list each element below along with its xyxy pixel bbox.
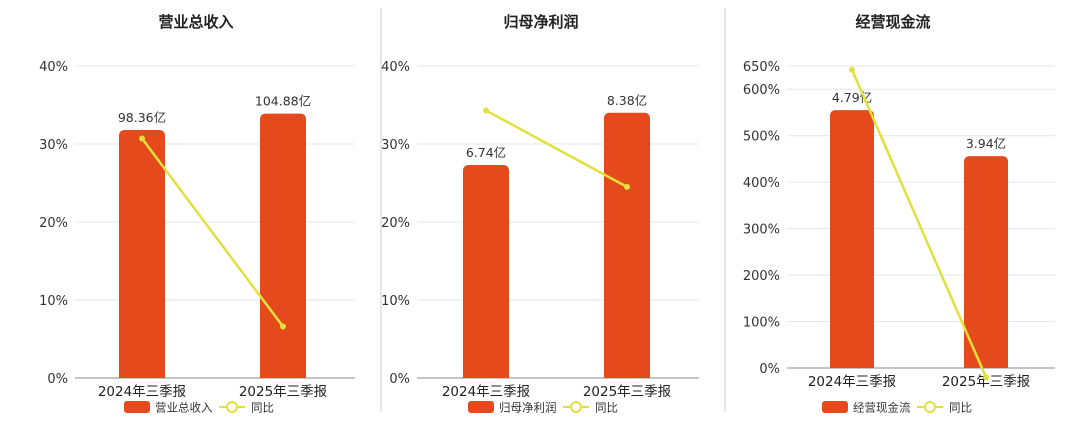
y-tick-label: 30% (39, 138, 68, 153)
yoy-point (849, 66, 855, 73)
legend-label-bar: 归母净利润 (499, 401, 557, 415)
x-tick-label: 2025年三季报 (583, 384, 671, 400)
legend-label-bar: 经营现金流 (853, 401, 911, 415)
x-tick-label: 2025年三季报 (239, 384, 327, 400)
y-tick-label: 100% (743, 316, 780, 331)
y-tick-label: 400% (743, 176, 780, 191)
yoy-line (485, 109, 628, 188)
yoy-point (280, 323, 286, 330)
y-tick-label: 200% (743, 269, 780, 284)
y-tick-label: 500% (743, 130, 780, 145)
yoy-point (483, 107, 489, 114)
y-tick-label: 0% (389, 372, 410, 387)
legend-label-line: 同比 (595, 401, 618, 415)
bar (604, 112, 650, 379)
legend-swatch-marker (924, 401, 936, 413)
yoy-line (850, 69, 988, 378)
x-tick-label: 2025年三季报 (942, 374, 1030, 390)
chart-panel-3: 经营现金流0%100%200%300%400%500%600%650%4.79亿… (743, 13, 1055, 415)
chart-panel-1: 营业总收入 0% 10% 20% 30% 40% 98.36亿 104.88亿 2024年三季报… (39, 13, 355, 415)
y-tick-label: 0% (47, 372, 68, 387)
y-tick-label: 20% (381, 216, 410, 231)
y-tick-label: 10% (39, 294, 68, 309)
bar-value-label: 98.36亿 (118, 110, 166, 125)
chart-title: 经营现金流 (855, 13, 930, 31)
x-tick-label: 2024年三季报 (442, 384, 530, 400)
chart-panel-2: 归母净利润 0% 10% 20% 30% 40% 6.74亿 8.38亿 2024年三季报 202… (381, 13, 699, 415)
yoy-point (983, 374, 989, 381)
legend-label-line: 同比 (949, 401, 972, 415)
yoy-line (141, 137, 284, 328)
bar (260, 113, 306, 378)
bar (119, 129, 165, 378)
yoy-point (139, 135, 145, 142)
bar-value-label: 3.94亿 (966, 136, 1006, 151)
y-tick-label: 10% (381, 294, 410, 309)
x-tick-label: 2024年三季报 (98, 384, 186, 400)
y-tick-label: 30% (381, 138, 410, 153)
y-tick-label: 20% (39, 216, 68, 231)
legend-swatch-bar (822, 401, 848, 413)
y-tick-label: 40% (39, 60, 68, 75)
legend-swatch-marker (226, 401, 238, 413)
yoy-point (624, 183, 630, 190)
bar (830, 110, 874, 368)
y-tick-label: 0% (759, 362, 780, 377)
y-tick-label: 650% (743, 60, 780, 75)
chart-title: 归母净利润 (503, 13, 578, 31)
bar (463, 165, 509, 378)
bar-value-label: 104.88亿 (255, 94, 311, 109)
bar (964, 156, 1008, 368)
legend-label-line: 同比 (251, 401, 274, 415)
chart-title: 营业总收入 (158, 13, 233, 31)
bar-value-label: 6.74亿 (466, 145, 506, 160)
legend-swatch-bar (468, 401, 494, 413)
y-tick-label: 600% (743, 83, 780, 98)
x-tick-label: 2024年三季报 (808, 374, 896, 390)
legend-swatch-bar (124, 401, 150, 413)
legend-label-bar: 营业总收入 (155, 401, 213, 415)
bar-value-label: 8.38亿 (607, 93, 647, 108)
legend-swatch-marker (570, 401, 582, 413)
y-tick-label: 40% (381, 60, 410, 75)
y-tick-label: 300% (743, 223, 780, 238)
